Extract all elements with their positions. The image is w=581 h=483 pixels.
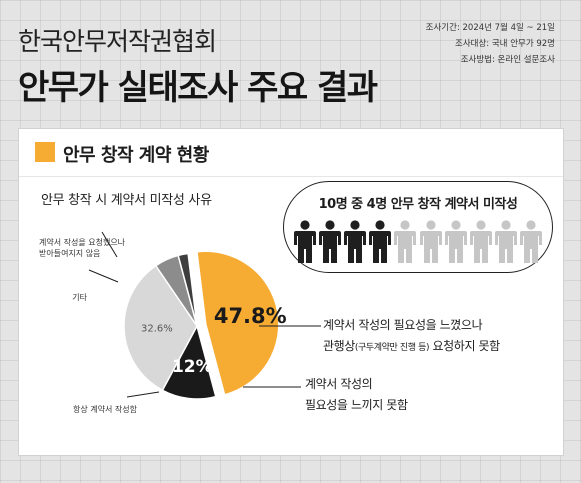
person-icon [394, 220, 417, 264]
callout-main-line2: 관행상(구두계약만 진행 등) 요청하지 못함 [323, 336, 500, 359]
callout-main-line1: 계약서 작성의 필요성을 느꼈으나 [323, 318, 483, 332]
leader-line-refused [101, 231, 118, 258]
value-label-always-written: 32.6% [141, 324, 173, 335]
value-label-not-needed: 12% [172, 357, 213, 377]
callout-main-line2-note: (구두계약만 진행 등) [354, 343, 430, 353]
pie-slice-contract-not-requested [196, 250, 280, 396]
people-row [294, 220, 542, 264]
person-icon [344, 220, 367, 264]
pie-chart: 계약서 작성을 요청했으나 받아들여지지 않음 기타 항상 계약서 작성함 47… [39, 231, 321, 414]
person-icon [444, 220, 467, 264]
results-card: 안무 창작 계약 현황 안무 창작 시 계약서 미작성 사유 계약서 작성을 요… [18, 128, 564, 456]
person-icon [369, 220, 392, 264]
survey-meta: 조사기간: 2024년 7월 4일 ~ 21일 조사대상: 국내 안무가 92명… [426, 20, 555, 68]
callout-main-line2b: 요청하지 못함 [429, 339, 501, 353]
leader-line-other [88, 269, 119, 283]
label-always: 항상 계약서 작성함 [73, 404, 138, 414]
person-icon [469, 220, 492, 264]
leader-line-always [126, 391, 160, 398]
icon-panel-title: 10명 중 4명 안무 창작 계약서 미작성 [318, 197, 518, 212]
icon-panel: 10명 중 4명 안무 창작 계약서 미작성 [283, 181, 553, 273]
label-refused-line2: 받아들여지지 않음 [39, 248, 100, 258]
callout-second-line2: 필요성을 느끼지 못함 [305, 398, 408, 412]
survey-method: 조사방법: 온라인 설문조사 [460, 55, 555, 65]
label-refused-line1: 계약서 작성을 요청했으나 [39, 237, 126, 247]
section-header: 안무 창작 계약 현황 [19, 129, 563, 177]
survey-target: 조사대상: 국내 안무가 92명 [455, 39, 555, 49]
callout-second-line1: 계약서 작성의 [305, 377, 373, 391]
callout-main-line2a: 관행상 [323, 339, 355, 353]
headline: 안무가 실태조사 주요 결과 [18, 68, 378, 108]
section-marker [35, 142, 55, 162]
chart-title: 안무 창작 시 계약서 미작성 사유 [41, 193, 212, 208]
pie-slice-request-refused [177, 252, 198, 327]
callout-second: 계약서 작성의 필요성을 느끼지 못함 [305, 374, 408, 416]
person-icon [319, 220, 342, 264]
person-icon [494, 220, 517, 264]
label-other: 기타 [72, 293, 87, 302]
person-icon [519, 220, 542, 264]
person-icon [294, 220, 316, 264]
value-label-contract-not-requested: 47.8% [214, 304, 287, 328]
callout-main: 계약서 작성의 필요성을 느꼈으나 관행상(구두계약만 진행 등) 요청하지 못… [323, 315, 500, 359]
section-title: 안무 창작 계약 현황 [63, 145, 209, 166]
pie-slice-always-written [123, 264, 198, 392]
org-name: 한국안무저작권협회 [18, 27, 217, 56]
survey-period: 조사기간: 2024년 7월 4일 ~ 21일 [425, 23, 555, 33]
person-icon [419, 220, 442, 264]
